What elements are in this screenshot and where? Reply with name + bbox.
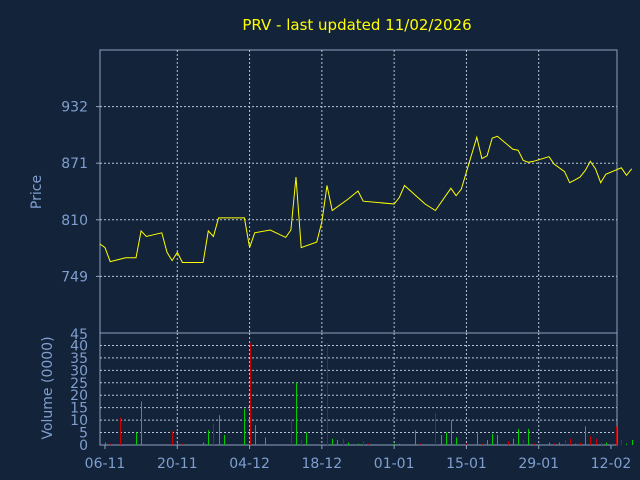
- x-axis-ticks: 06-11 20-11 04-12 18-12 01-01 15-01 29-01 12-02: [85, 445, 632, 472]
- price-y-tick-label: 810: [61, 213, 88, 229]
- volume-y-tick-label: 5: [79, 426, 88, 442]
- price-y-tick-label: 932: [61, 100, 88, 116]
- volume-bars: [105, 342, 633, 445]
- volume-y-tick-label: 35: [70, 351, 88, 367]
- volume-top-tick-label: 45: [70, 327, 88, 343]
- price-y-axis-label: Price: [29, 175, 45, 209]
- volume-y-tick-label: 40: [70, 338, 88, 354]
- volume-y-tick-label: 15: [70, 401, 88, 417]
- volume-y-axis-label: Volume (0000): [40, 336, 56, 439]
- price-y-tick-label: 871: [61, 156, 88, 172]
- volume-y-tick-label: 10: [70, 413, 88, 429]
- price-y-ticks: 749 810 871 932: [61, 100, 100, 285]
- volume-grid: [100, 333, 617, 445]
- price-series-line: [99, 135, 633, 263]
- volume-y-tick-label: 25: [70, 376, 88, 392]
- x-tick-label: 18-12: [302, 456, 343, 472]
- x-tick-label: 29-01: [518, 456, 559, 472]
- price-y-tick-label: 749: [61, 269, 88, 285]
- chart-title: PRV - last updated 11/02/2026: [242, 16, 471, 34]
- volume-y-tick-label: 20: [70, 388, 88, 404]
- x-tick-label: 12-02: [591, 456, 632, 472]
- volume-y-tick-label: 0: [79, 438, 88, 454]
- x-tick-label: 04-12: [229, 456, 270, 472]
- x-tick-label: 15-01: [446, 456, 487, 472]
- price-grid: [100, 50, 617, 333]
- volume-y-tick-label: 30: [70, 363, 88, 379]
- x-tick-label: 06-11: [85, 456, 126, 472]
- price-panel: 749 810 871 932 Price: [29, 49, 633, 334]
- x-tick-label: 20-11: [157, 456, 198, 472]
- x-tick-label: 01-01: [374, 456, 415, 472]
